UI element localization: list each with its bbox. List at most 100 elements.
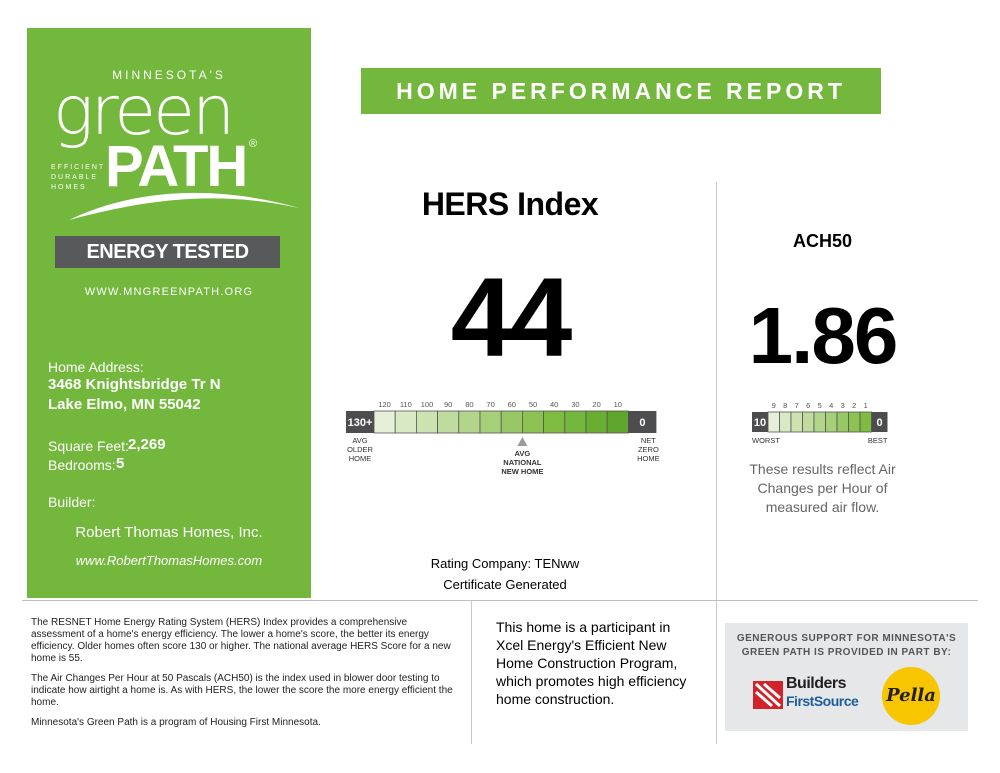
ach-scale-cell: [767, 411, 780, 433]
hers-score: 44: [450, 255, 573, 380]
ach-scale-cell: [848, 411, 861, 433]
ach-scale-tick-label: 4: [829, 401, 833, 410]
hers-scale-tick-label: 20: [592, 400, 600, 409]
hers-scale-tick-label: 10: [614, 400, 622, 409]
ach-note: These results reflect Air Changes per Ho…: [749, 461, 896, 515]
hers-scale-tick-label: 90: [444, 400, 452, 409]
bedrooms-label: Bedrooms:: [48, 457, 116, 473]
divider-vertical-bottom-2: [716, 601, 717, 744]
hers-scale-cell: [585, 410, 608, 434]
hers-scale-tick-label: 110: [400, 400, 412, 409]
ach-scale-cell: [836, 411, 849, 433]
hers-description: The RESNET Home Energy Rating System (HE…: [31, 617, 451, 664]
tagline-homes: HOMES: [51, 184, 87, 191]
ach-scale-left-end-label: 10: [754, 417, 766, 429]
brand-path-word: PATH: [105, 134, 248, 199]
hers-scale-tick-label: 50: [529, 400, 537, 409]
hers-avg-caption-0: AVG: [515, 449, 531, 458]
ach-best-label: BEST: [868, 436, 888, 445]
rating-company: Rating Company: TENww: [430, 556, 580, 571]
ach-scale-cell: [790, 411, 803, 433]
sqft-label: Square Feet:: [48, 438, 129, 454]
builder-name: Robert Thomas Homes, Inc.: [75, 524, 263, 541]
address-line1: 3468 Knightsbridge Tr N: [48, 376, 221, 393]
info-text: The RESNET Home Energy Rating System (HE…: [31, 617, 461, 737]
xcel-program-text: This home is a participant in Xcel Energ…: [496, 619, 687, 707]
pella-logo: Pella: [882, 667, 940, 725]
hers-scale-cell: [521, 410, 544, 434]
hers-scale-right-end: [628, 411, 657, 433]
ach-scale-cell: [779, 411, 792, 433]
ach-scale-cell: [813, 411, 826, 433]
hers-right-caption-2: HOME: [637, 454, 660, 463]
ach-scale-right-end: [871, 412, 888, 432]
hers-left-caption-1: OLDER: [347, 445, 373, 454]
hers-right-caption-1: ZERO: [638, 445, 659, 454]
ach-value: 1.86: [748, 291, 899, 380]
swoosh-icon: [69, 192, 299, 220]
builder-website: www.RobertThomasHomes.com: [75, 553, 263, 568]
ach-worst-label: WORST: [752, 436, 780, 445]
address-label: Home Address:: [48, 359, 144, 375]
address-line2: Lake Elmo, MN 55042: [48, 396, 201, 413]
ach-scale-tick-label: 9: [772, 401, 776, 410]
hers-scale-cell: [416, 410, 439, 434]
certificate-status: Certificate Generated: [443, 577, 567, 592]
hers-title: HERS Index: [421, 186, 599, 222]
hers-scale-cell: [500, 410, 523, 434]
ach-scale-tick-label: 2: [852, 401, 856, 410]
ach-scale-tick-label: 8: [783, 401, 787, 410]
ach-scale-tick-label: 5: [818, 401, 822, 410]
hers-scale-tick-label: 80: [465, 400, 473, 409]
hers-right-caption-0: NET: [641, 436, 656, 445]
hers-scale-tick-label: 30: [571, 400, 579, 409]
hers-scale-tick-label: 70: [486, 400, 494, 409]
brand-website: WWW.MNGREENPATH.ORG: [84, 286, 254, 298]
ach-scale-tick-label: 6: [806, 401, 810, 410]
ach-scale-cell: [802, 411, 815, 433]
divider-vertical-bottom-1: [471, 601, 472, 744]
hers-scale-cell: [437, 410, 460, 434]
energy-tested-badge: ENERGY TESTED: [55, 236, 280, 268]
avg-marker-icon: [517, 437, 528, 446]
ach-scale-cell: [859, 411, 872, 433]
divider-vertical: [716, 182, 717, 602]
sponsor-text: GENEROUS SUPPORT FOR MINNESOTA'S GREEN P…: [736, 633, 957, 658]
brand-panel: MINNESOTA'S green PATH ® EFFICIENT DURAB…: [27, 28, 311, 598]
hers-scale-tick-label: 120: [378, 400, 391, 409]
brand-state: MINNESOTA'S: [112, 68, 226, 82]
hers-scale-tick-label: 100: [421, 400, 434, 409]
hers-avg-caption-1: NATIONAL: [503, 458, 542, 467]
hers-scale-cell: [479, 410, 502, 434]
hers-left-caption-2: HOME: [349, 454, 372, 463]
hers-scale-cell: [458, 410, 481, 434]
brand-green-word: green: [53, 72, 235, 151]
hers-scale-left-end: [346, 411, 374, 433]
hers-scale-cell: [373, 410, 396, 434]
sqft-value: 2,269: [128, 436, 166, 453]
hers-left-caption-0: AVG: [352, 436, 367, 445]
builders-firstsource-logo-line1: Builders: [786, 675, 847, 692]
tagline-efficient: EFFICIENT: [51, 164, 106, 171]
ach-scale-right-end-label: 0: [876, 417, 882, 429]
divider-horizontal: [22, 600, 978, 601]
report-header: HOME PERFORMANCE REPORT: [361, 68, 881, 114]
bedrooms-value: 5: [116, 455, 125, 472]
ach-scale-tick-label: 7: [795, 401, 799, 410]
hers-scale-left-end-label: 130+: [348, 417, 373, 429]
builders-firstsource-logo-line2: FirstSource: [786, 693, 859, 709]
hers-scale-cell: [606, 410, 629, 434]
builder-label: Builder:: [48, 494, 96, 510]
hers-scale-tick-label: 40: [550, 400, 558, 409]
hers-scale-cell: [394, 410, 417, 434]
ach-scale-tick-label: 3: [841, 401, 845, 410]
hers-scale-cell: [543, 410, 566, 434]
program-note: Minnesota's Green Path is a program of H…: [31, 717, 321, 728]
registered-mark: ®: [249, 138, 258, 150]
tagline-durable: DURABLE: [51, 174, 99, 181]
hers-scale-cell: [564, 410, 587, 434]
hers-avg-caption-2: NEW HOME: [501, 467, 543, 476]
ach-scale-left-end: [752, 412, 768, 432]
ach-scale-tick-label: 1: [864, 401, 868, 410]
hers-scale: 130+120 110 100 90 80 70 60 50 40 30 20 100AVGOLDER…: [346, 400, 660, 476]
